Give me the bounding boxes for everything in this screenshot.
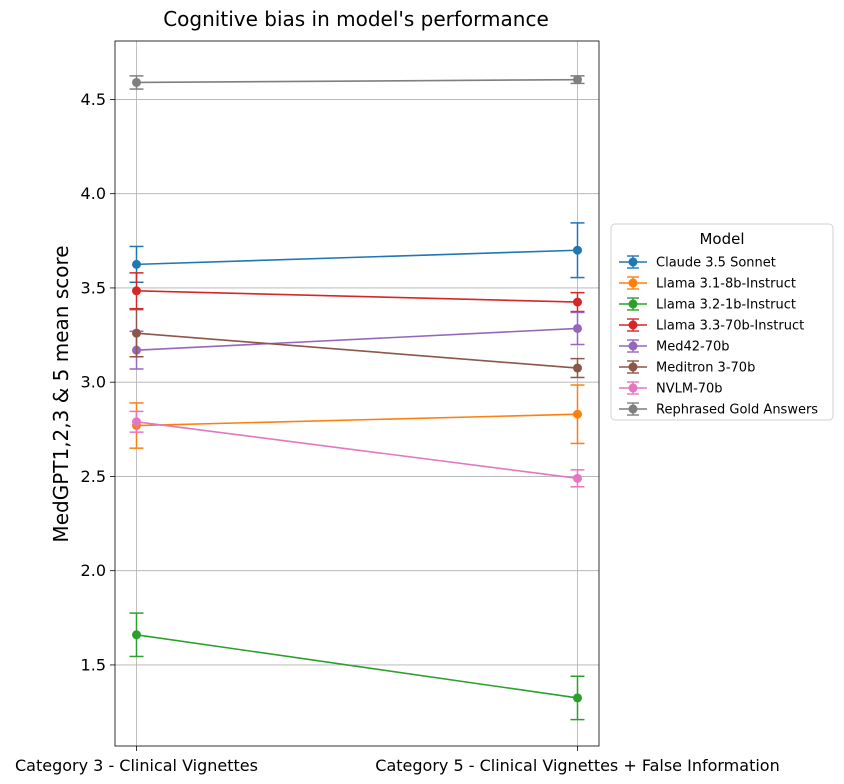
y-axis-label: MedGPT1,2,3 & 5 mean score	[49, 245, 73, 542]
legend-label: Claude 3.5 Sonnet	[656, 256, 776, 271]
series	[129, 222, 585, 284]
data-point	[132, 630, 141, 640]
data-point	[573, 245, 582, 255]
y-tick-label: 3.5	[81, 278, 106, 297]
legend: Model Claude 3.5 Sonnet Llama 3.1-8b-Instr…	[610, 223, 834, 421]
x-tick-label: Category 3 - Clinical Vignettes	[15, 756, 258, 775]
axes: 1.5 2.0 2.5 3.0 3.5 4.0 4.5 Category 3 - Clinic…	[15, 40, 780, 775]
legend-title: Model	[699, 230, 744, 248]
data-point	[132, 286, 141, 296]
series	[129, 75, 585, 90]
series	[129, 308, 585, 379]
series-line	[136, 413, 578, 427]
y-tick-label: 3.0	[81, 373, 106, 392]
legend-label: NVLM-70b	[656, 382, 723, 397]
legend-entry: Med42-70b	[619, 339, 730, 355]
data-point	[573, 693, 582, 703]
series-line	[136, 327, 578, 351]
data-point	[573, 323, 582, 333]
legend-marker	[628, 404, 638, 414]
series-line	[136, 78, 578, 84]
series-line	[136, 420, 578, 480]
legend-label: Llama 3.3-70b-Instruct	[656, 319, 804, 334]
data-point	[573, 409, 582, 419]
y-tick-label: 4.0	[81, 184, 106, 203]
legend-entry: Rephrased Gold Answers	[619, 402, 818, 418]
series-line	[136, 332, 578, 369]
series-line	[136, 249, 578, 266]
legend-entry: Llama 3.1-8b-Instruct	[619, 276, 796, 292]
series	[129, 384, 585, 449]
data-point	[132, 259, 141, 269]
y-tick-label: 4.5	[81, 90, 106, 109]
y-tick-label: 2.5	[81, 467, 106, 486]
legend-marker	[628, 320, 638, 330]
legend-box	[610, 223, 834, 421]
data-point	[573, 75, 582, 85]
data-point	[573, 473, 582, 483]
data-point	[573, 363, 582, 373]
data-point	[132, 417, 141, 427]
legend-marker	[628, 299, 638, 309]
legend-label: Llama 3.2-1b-Instruct	[656, 298, 796, 313]
series	[129, 410, 585, 488]
chart-title: Cognitive bias in model's performance	[163, 7, 549, 31]
legend-marker	[628, 362, 638, 372]
data-point	[132, 328, 141, 338]
x-tick-label: Category 5 - Clinical Vignettes + False …	[375, 756, 779, 775]
legend-marker	[628, 341, 638, 351]
legend-marker	[628, 383, 638, 393]
data-point	[132, 77, 141, 87]
legend-label: Med42-70b	[656, 340, 730, 355]
legend-entry: Llama 3.3-70b-Instruct	[619, 318, 804, 334]
y-tick-label: 2.0	[81, 561, 106, 580]
legend-label: Meditron 3-70b	[656, 361, 755, 376]
series	[129, 311, 585, 370]
series-layer	[129, 75, 585, 721]
grid-lines	[115, 41, 599, 746]
y-tick-label: 1.5	[81, 655, 106, 674]
legend-marker	[628, 278, 638, 288]
series	[129, 612, 585, 721]
legend-entry: NVLM-70b	[619, 381, 723, 397]
legend-entry: Llama 3.2-1b-Instruct	[619, 297, 796, 313]
series-line	[136, 289, 578, 303]
data-point	[573, 297, 582, 307]
legend-entry: Meditron 3-70b	[619, 360, 755, 376]
plot-frame	[114, 40, 600, 747]
legend-label: Rephrased Gold Answers	[656, 403, 818, 418]
legend-label: Llama 3.1-8b-Instruct	[656, 277, 796, 292]
legend-entry: Claude 3.5 Sonnet	[619, 255, 776, 271]
legend-marker	[628, 257, 638, 267]
series-line	[136, 633, 578, 699]
series	[129, 272, 585, 313]
